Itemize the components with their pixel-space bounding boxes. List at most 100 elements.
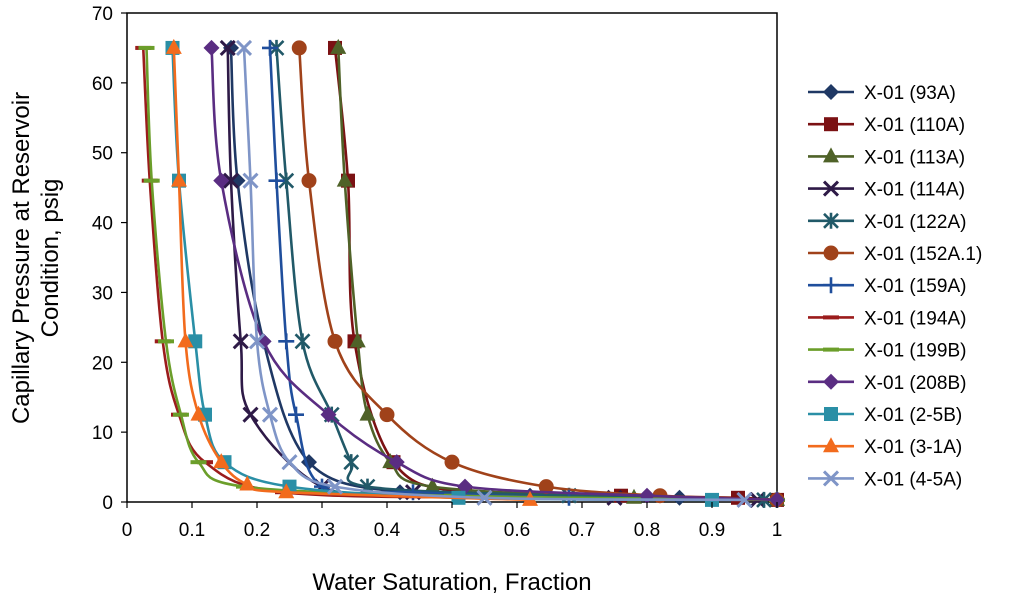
y-tick-label: 70 <box>92 4 113 25</box>
legend-entry: X-01 (93A) <box>808 83 956 104</box>
legend-entry: X-01 (199B) <box>808 341 966 362</box>
legend-swatch-marker <box>823 315 839 320</box>
x-tick-label: 0.9 <box>699 520 725 541</box>
legend-swatch-marker <box>823 277 839 294</box>
data-point <box>248 333 266 350</box>
ticks-layer: 0 0.1 0.2 0.3 0.4 0.5 0.6 0.7 0.8 0.9 101020304050… <box>92 4 782 541</box>
x-axis-title: Water Saturation, Fraction <box>312 569 591 596</box>
series-line <box>210 47 778 502</box>
data-point <box>320 406 337 423</box>
legend-label: X-01 (122A) <box>864 212 966 233</box>
series-11 <box>165 38 538 506</box>
y-tick-label: 40 <box>92 214 113 235</box>
data-point <box>190 405 207 421</box>
data-point <box>359 405 376 421</box>
data-point <box>138 45 155 50</box>
data-point <box>349 332 366 348</box>
legend: X-01 (93A) X-01 (110A) X-01 (113A) X-01 (11… <box>808 83 982 490</box>
y-axis-title-line1: Capillary Pressure at Reservoir <box>8 92 35 424</box>
y-tick-label: 0 <box>102 493 113 514</box>
data-point <box>239 475 256 491</box>
data-point <box>190 460 207 465</box>
y-tick-label: 10 <box>92 423 113 444</box>
legend-swatch-marker <box>822 470 840 487</box>
x-tick-label: 0.6 <box>504 520 530 541</box>
data-point <box>213 172 230 189</box>
legend-swatch-marker <box>823 437 839 453</box>
legend-swatch-marker <box>823 373 839 390</box>
legend-swatch-marker <box>822 180 840 197</box>
data-point <box>278 172 295 189</box>
data-point <box>172 412 189 417</box>
legend-label: X-01 (114A) <box>864 180 965 201</box>
data-point <box>476 489 493 506</box>
legend-label: X-01 (4-5A) <box>864 469 962 490</box>
data-point <box>379 407 395 423</box>
data-point <box>165 38 182 54</box>
data-point <box>242 172 259 189</box>
legend-swatch-marker <box>824 117 838 132</box>
series-layer <box>135 38 785 508</box>
legend-label: X-01 (159A) <box>864 276 966 297</box>
x-tick-label: 0.1 <box>179 520 205 541</box>
data-point <box>769 491 785 508</box>
legend-swatch-marker <box>823 245 839 261</box>
legend-swatch-marker <box>823 212 839 229</box>
legend-entry: X-01 (159A) <box>808 276 966 297</box>
data-point <box>424 477 441 493</box>
data-point <box>235 39 253 56</box>
legend-swatch-marker <box>823 347 839 352</box>
legend-label: X-01 (208B) <box>864 373 966 394</box>
y-tick-label: 20 <box>92 353 113 374</box>
y-tick-label: 50 <box>92 144 113 165</box>
data-point <box>538 479 554 495</box>
x-tick-label: 0.8 <box>634 520 660 541</box>
data-point <box>294 333 311 350</box>
legend-label: X-01 (199B) <box>864 341 966 362</box>
data-point <box>336 171 353 187</box>
y-axis-title-line2: Condition, psig <box>37 179 64 338</box>
legend-entry: X-01 (4-5A) <box>808 469 962 490</box>
legend-entry: X-01 (208B) <box>808 373 966 394</box>
legend-swatch-marker <box>823 84 839 100</box>
plot-area <box>126 12 778 503</box>
data-point <box>213 453 230 469</box>
x-tick-label: 0.5 <box>439 520 465 541</box>
data-point <box>278 333 295 350</box>
data-point <box>219 39 236 56</box>
y-axis-title: Capillary Pressure at Reservoir Conditio… <box>8 92 64 424</box>
series-line <box>242 47 745 502</box>
data-point <box>222 172 240 189</box>
data-point <box>326 478 344 495</box>
legend-entry: X-01 (110A) <box>808 115 965 136</box>
legend-swatch-marker <box>824 407 838 421</box>
data-point <box>388 454 405 471</box>
data-point <box>457 478 473 495</box>
x-tick-label: 0.3 <box>309 520 335 541</box>
legend-label: X-01 (3-1A) <box>864 437 962 458</box>
data-point <box>177 332 194 348</box>
legend-entry: X-01 (194A) <box>808 308 966 329</box>
x-tick-label: 1 <box>772 520 783 541</box>
x-tick-label: 0.7 <box>569 520 595 541</box>
legend-entry: X-01 (114A) <box>808 180 965 201</box>
legend-entry: X-01 (3-1A) <box>808 437 962 458</box>
data-point <box>736 491 753 508</box>
legend-entry: X-01 (2-5B) <box>808 405 962 426</box>
x-tick-label: 0.2 <box>244 520 270 541</box>
legend-entry: X-01 (122A) <box>808 212 966 233</box>
data-point <box>171 171 187 187</box>
data-point <box>281 454 298 471</box>
data-point <box>232 333 249 350</box>
y-tick-label: 30 <box>92 283 113 304</box>
legend-entry: X-01 (152A.1) <box>808 244 982 265</box>
legend-label: X-01 (194A) <box>864 308 966 329</box>
data-point <box>343 454 360 471</box>
data-point <box>288 406 304 423</box>
data-point <box>203 39 220 56</box>
data-point <box>242 406 259 423</box>
data-point <box>262 39 278 56</box>
legend-label: X-01 (152A.1) <box>864 244 982 265</box>
legend-entry: X-01 (113A) <box>808 147 965 168</box>
